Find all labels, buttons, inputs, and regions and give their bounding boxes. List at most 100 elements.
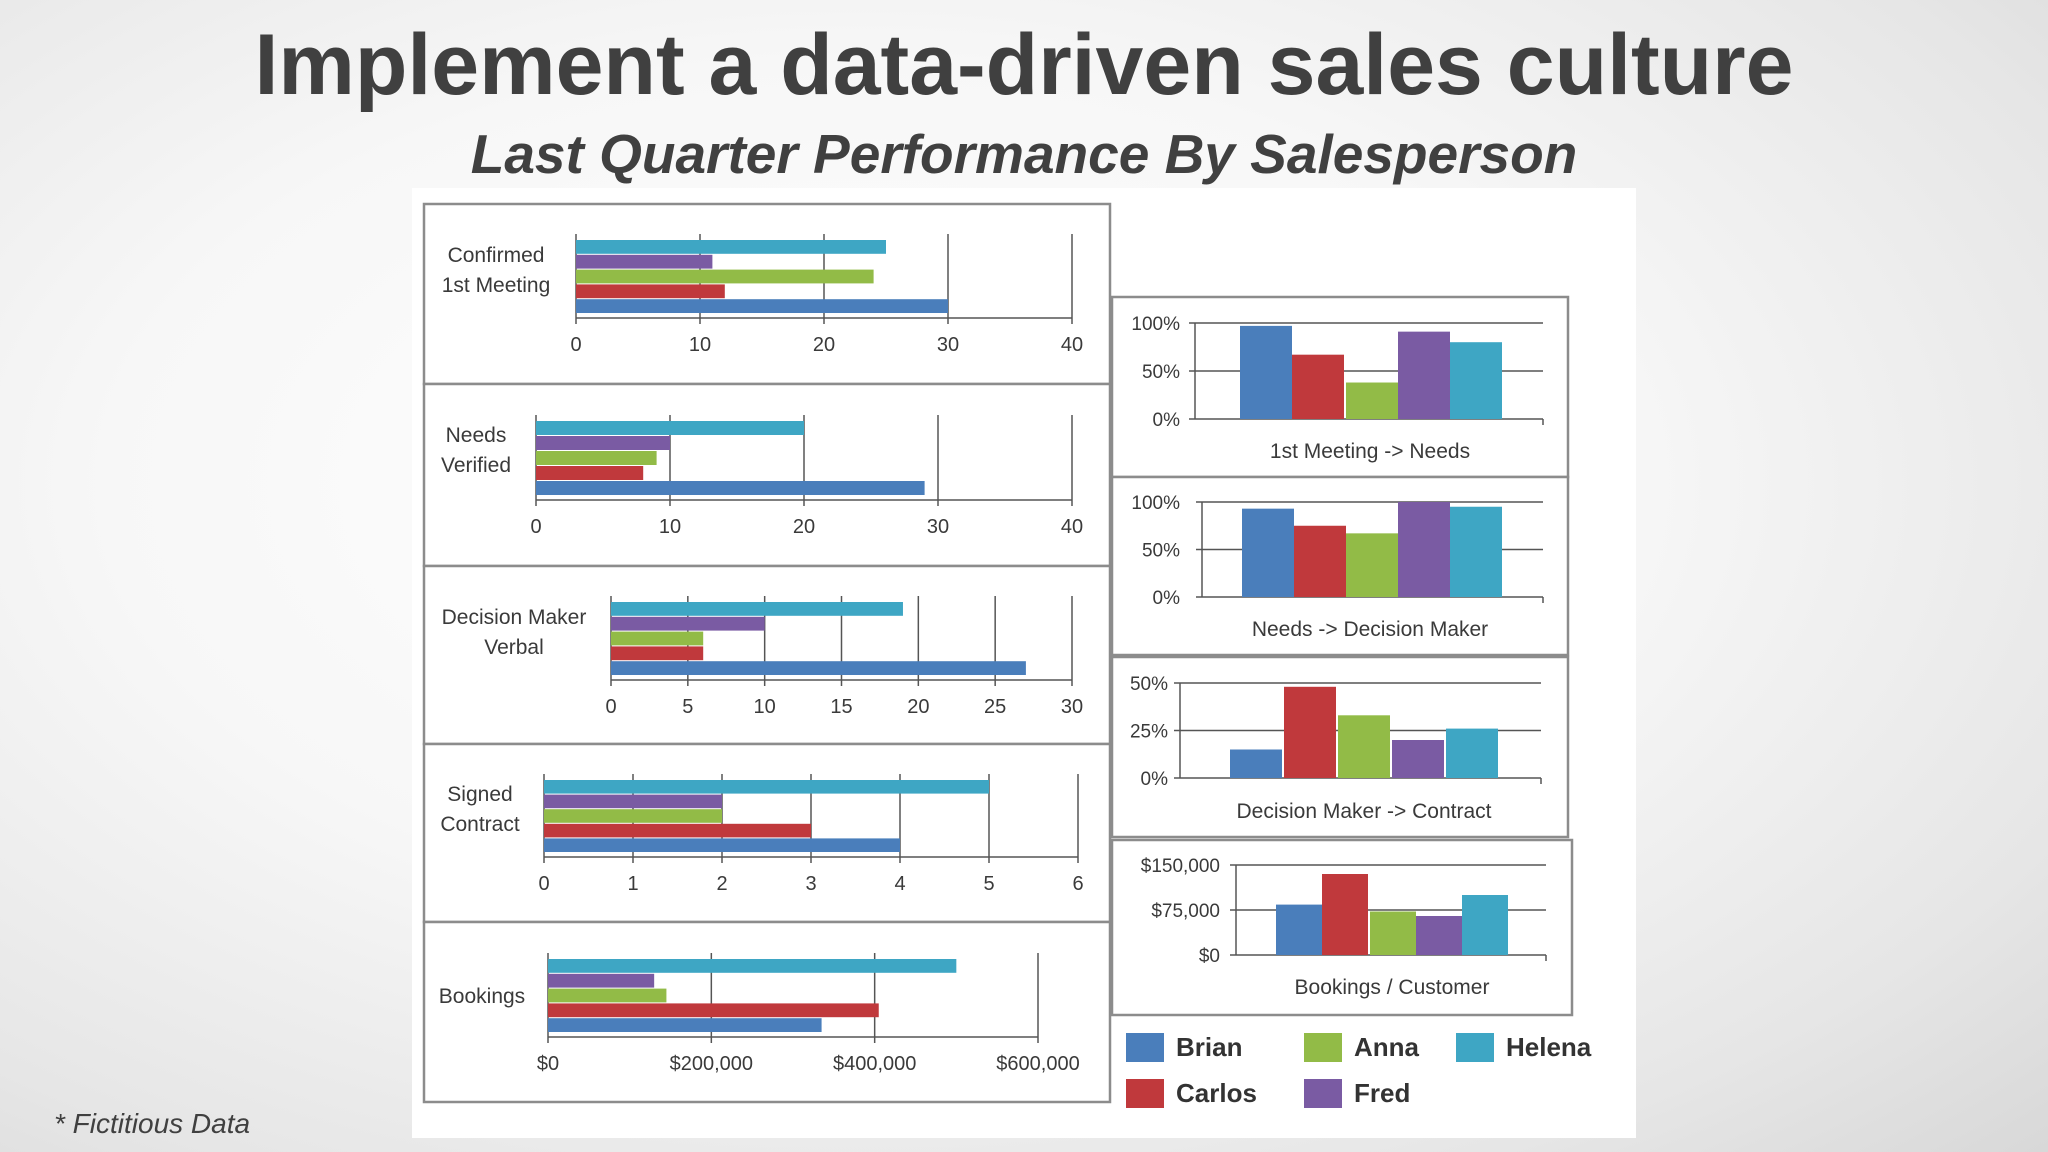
- vchart-1-xlabel: 1st Meeting -> Needs: [1270, 440, 1470, 463]
- legend-item-carlos: Carlos: [1126, 1078, 1257, 1109]
- legend-item-anna: Anna: [1304, 1032, 1419, 1063]
- hchart-1-frame: [422, 202, 1112, 386]
- hchart-1-tick-label: 20: [813, 334, 835, 356]
- hchart-2-tick-label: 0: [530, 516, 541, 538]
- vchart-1-bar-helena: [1450, 342, 1502, 419]
- hchart-2-category-label: Needs: [446, 424, 507, 447]
- vchart-3-bar-fred: [1392, 740, 1444, 778]
- vchart-1-bar-anna: [1346, 382, 1398, 419]
- hchart-4-bar-helena: [544, 780, 989, 794]
- hchart-4-tick-label: 4: [894, 873, 905, 895]
- vchart-3-tick-label: 25%: [1130, 722, 1168, 743]
- hchart-3-tick-label: 10: [754, 696, 776, 718]
- hchart-5-tick-label: $600,000: [996, 1053, 1079, 1075]
- legend-label-fred: Fred: [1354, 1078, 1411, 1108]
- hchart-1-tick-label: 30: [937, 334, 959, 356]
- vchart-4-xlabel: Bookings / Customer: [1295, 976, 1490, 999]
- vchart-2-bar-carlos: [1294, 525, 1346, 597]
- hchart-2-tick-label: 20: [793, 516, 815, 538]
- legend-label-brian: Brian: [1176, 1032, 1243, 1062]
- hchart-3-bar-anna: [611, 631, 704, 646]
- hchart-3-tick-label: 15: [830, 696, 852, 718]
- legend-swatch-carlos: [1126, 1079, 1164, 1108]
- legend-swatch-helena: [1456, 1033, 1494, 1062]
- vchart-1-tick-label: 50%: [1142, 362, 1180, 383]
- vchart-4-bar-fred: [1416, 916, 1462, 955]
- vchart-3-tick-label: 0%: [1141, 769, 1169, 790]
- hchart-4-tick-label: 3: [805, 873, 816, 895]
- hchart-1-tick-label: 0: [570, 334, 581, 356]
- hchart-3-tick-label: 30: [1061, 696, 1083, 718]
- hchart-2-tick-label: 10: [659, 516, 681, 538]
- hchart-4-tick-label: 1: [627, 873, 638, 895]
- hchart-2-bar-helena: [536, 421, 804, 435]
- legend-label-helena: Helena: [1506, 1032, 1592, 1062]
- hchart-4-category-label: Signed: [447, 783, 512, 806]
- vchart-2-bar-brian: [1242, 508, 1294, 597]
- vchart-3-xlabel: Decision Maker -> Contract: [1236, 800, 1491, 823]
- vchart-3-bar-carlos: [1284, 686, 1336, 778]
- footnote: * Fictitious Data: [54, 1108, 251, 1139]
- vchart-2-tick-label: 0%: [1153, 588, 1181, 609]
- slide-subtitle: Last Quarter Performance By Salesperson: [470, 123, 1578, 185]
- hchart-1-tick-label: 40: [1061, 334, 1083, 356]
- vchart-2-xlabel: Needs -> Decision Maker: [1252, 618, 1488, 641]
- hchart-1-bar-anna: [576, 269, 874, 284]
- hchart-4-bar-anna: [544, 809, 722, 823]
- legend-swatch-anna: [1304, 1033, 1342, 1062]
- legend-item-fred: Fred: [1304, 1078, 1410, 1109]
- slide-title: Implement a data-driven sales culture: [254, 17, 1794, 113]
- hchart-2-bar-anna: [536, 451, 657, 465]
- hchart-5-bar-carlos: [548, 1003, 879, 1018]
- vchart-1-bar-carlos: [1292, 354, 1344, 419]
- hchart-5-tick-label: $0: [537, 1053, 559, 1075]
- vchart-4-tick-label: $0: [1199, 946, 1220, 967]
- vchart-1-bar-fred: [1398, 331, 1450, 419]
- vchart-4-tick-label: $150,000: [1141, 856, 1220, 877]
- hchart-2-tick-label: 30: [927, 516, 949, 538]
- hchart-5-tick-label: $200,000: [670, 1053, 753, 1075]
- vchart-1-bar-brian: [1240, 325, 1292, 419]
- hchart-3-tick-label: 20: [907, 696, 929, 718]
- hchart-4-tick-label: 5: [983, 873, 994, 895]
- hchart-3-category-label: Verbal: [484, 636, 544, 659]
- vchart-4-bar-carlos: [1322, 874, 1368, 955]
- hchart-2-bar-brian: [536, 481, 925, 495]
- vchart-3-bar-anna: [1338, 715, 1390, 778]
- hchart-4-bar-carlos: [544, 823, 811, 838]
- vchart-1-tick-label: 0%: [1153, 410, 1181, 431]
- hchart-1-bar-fred: [576, 254, 713, 269]
- hchart-4-category-label: Contract: [440, 813, 520, 836]
- hchart-2-bar-carlos: [536, 466, 644, 480]
- hchart-4-tick-label: 6: [1072, 873, 1083, 895]
- hchart-5-bar-brian: [548, 1018, 822, 1032]
- hchart-3-bar-fred: [611, 616, 765, 631]
- vchart-2-bar-fred: [1398, 502, 1450, 597]
- legend-item-brian: Brian: [1126, 1032, 1242, 1063]
- hchart-1-bar-helena: [576, 240, 886, 254]
- hchart-3-tick-label: 25: [984, 696, 1006, 718]
- vchart-2-bar-helena: [1450, 506, 1502, 597]
- hchart-2-bar-fred: [536, 436, 670, 450]
- vchart-2-bar-anna: [1346, 533, 1398, 597]
- vchart-2-tick-label: 100%: [1131, 493, 1180, 514]
- vchart-4-tick-label: $75,000: [1151, 901, 1220, 922]
- hchart-3-category-label: Decision Maker: [442, 606, 587, 629]
- vchart-1-tick-label: 100%: [1131, 314, 1180, 335]
- hchart-1-tick-label: 10: [689, 334, 711, 356]
- vchart-3-bar-helena: [1446, 728, 1498, 778]
- hchart-3-bar-brian: [611, 661, 1026, 675]
- hchart-3-tick-label: 0: [605, 696, 616, 718]
- hchart-5-category-label: Bookings: [439, 985, 525, 1008]
- hchart-4-tick-label: 2: [716, 873, 727, 895]
- hchart-2-frame: [422, 382, 1112, 568]
- legend-swatch-brian: [1126, 1033, 1164, 1062]
- hchart-4-bar-brian: [544, 838, 900, 852]
- hchart-1-bar-carlos: [576, 284, 725, 299]
- hchart-4-bar-fred: [544, 794, 722, 809]
- vchart-3-bar-brian: [1230, 749, 1282, 778]
- hchart-5-tick-label: $400,000: [833, 1053, 916, 1075]
- legend-label-anna: Anna: [1354, 1032, 1419, 1062]
- vchart-4-bar-brian: [1276, 904, 1322, 955]
